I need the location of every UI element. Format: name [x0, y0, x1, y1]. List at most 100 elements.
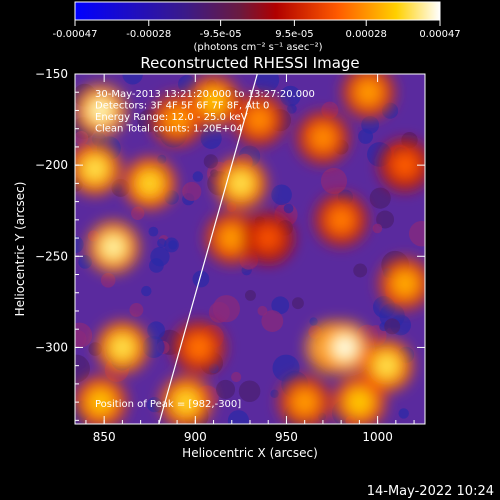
x-axis: 850 900 950 1000: [85, 74, 415, 444]
noise-blob: [257, 305, 268, 316]
info-annotations: 30-May-2013 13:21:20.000 to 13:27:20.000…: [95, 89, 315, 135]
noise-blob: [100, 273, 116, 288]
y-tick-label: −200: [35, 158, 68, 172]
noise-blob: [157, 238, 167, 248]
colorbar-gradient: [74, 1, 441, 21]
source-peak: [352, 395, 367, 410]
noise-blob: [353, 263, 368, 278]
noise-blob: [75, 130, 89, 145]
source-peak: [233, 176, 248, 191]
noise-blob: [192, 171, 204, 182]
source-peak: [224, 231, 239, 246]
noise-blob: [216, 379, 236, 399]
colorbar-units: (photons cm⁻² s⁻¹ asec⁻²): [193, 42, 322, 53]
source-peak: [170, 112, 185, 127]
colorbar-tick-label: -9.5e-05: [200, 29, 242, 40]
source-peak: [397, 158, 412, 173]
source-peak: [379, 358, 394, 373]
colorbar-tick-label: 9.5e-05: [275, 29, 313, 40]
noise-blob: [398, 408, 409, 419]
source-peak: [106, 240, 121, 255]
noise-blob: [270, 389, 279, 398]
colorbar-ticks: -0.00047 -0.00028 -9.5e-05 9.5e-05 0.00028 0.…: [53, 20, 461, 40]
noise-blob: [231, 371, 242, 383]
noise-blob: [271, 296, 290, 315]
noise-blob: [131, 206, 145, 221]
noise-blob: [192, 270, 210, 288]
noise-blob: [129, 302, 144, 317]
source-peak: [334, 212, 349, 227]
chart-title: Reconstructed RHESSI Image: [140, 54, 359, 72]
noise-blob: [283, 203, 294, 214]
annotation-line: Clean Total counts: 1.20E+04: [95, 124, 243, 135]
x-tick-label: 1000: [362, 430, 393, 444]
noise-blob: [212, 295, 240, 323]
source-peak: [179, 395, 194, 410]
x-axis-label: Heliocentric X (arcsec): [182, 446, 318, 460]
noise-blob: [272, 354, 300, 382]
noise-blob: [261, 310, 284, 332]
colorbar-tick-label: 0.00028: [346, 29, 387, 40]
source-peak: [93, 395, 108, 410]
noise-blob: [280, 85, 301, 107]
y-tick-label: −150: [35, 67, 68, 81]
y-axis: −150 −200 −250 −300: [35, 67, 425, 421]
noise-blob: [255, 74, 280, 92]
noise-blob: [291, 297, 304, 310]
peak-label: Position of Peak = [982,-300]: [95, 399, 241, 410]
noise-blob: [369, 187, 391, 209]
y-tick-label: −250: [35, 249, 68, 263]
noise-blob: [148, 226, 159, 237]
noise-blob: [147, 321, 166, 340]
noise-blob: [227, 410, 250, 424]
annotation-line: 30-May-2013 13:21:20.000 to 13:27:20.000: [95, 89, 315, 100]
colorbar: -0.00047 -0.00028 -9.5e-05 9.5e-05 0.00028 0.…: [53, 1, 461, 53]
source-peak: [397, 276, 412, 291]
noise-blob: [376, 210, 395, 229]
noise-blob: [384, 318, 401, 335]
noise-blob: [182, 181, 202, 202]
noise-blob: [203, 154, 218, 169]
colorbar-tick-label: -0.00028: [126, 29, 171, 40]
source-peak: [297, 395, 312, 410]
annotation-line: Detectors: 3F 4F 5F 6F 7F 8F, Att 0: [95, 101, 269, 112]
y-tick-label: −300: [35, 340, 68, 354]
source-peak: [191, 340, 206, 355]
source-peak: [261, 231, 276, 246]
noise-blob: [372, 223, 383, 234]
noise-blob: [271, 184, 292, 206]
noise-blob: [244, 289, 256, 301]
noise-blob: [164, 237, 179, 253]
y-axis-label: Heliocentric Y (arcsec): [13, 182, 27, 317]
plot-area: [75, 74, 425, 424]
noise-blob: [147, 397, 163, 413]
x-tick-label: 900: [184, 430, 207, 444]
source-peak: [252, 112, 267, 127]
noise-blob: [408, 220, 425, 247]
noise-blob: [75, 322, 93, 348]
solar-limb-line: [158, 74, 258, 424]
colorbar-tick-label: -0.00047: [53, 29, 98, 40]
emission-sources: [75, 74, 425, 424]
source-peak: [142, 176, 157, 191]
source-peak: [361, 85, 376, 100]
source-peak: [337, 340, 352, 355]
noise-blob: [150, 246, 170, 267]
colorbar-tick-label: 0.00047: [419, 29, 460, 40]
source-peak: [115, 340, 130, 355]
noise-blob: [286, 103, 297, 114]
footer-timestamp: 14-May-2022 10:24: [367, 484, 494, 499]
noise-blob: [238, 380, 261, 403]
noise-blob: [320, 167, 348, 194]
source-peak: [88, 161, 103, 176]
x-tick-label: 950: [275, 430, 298, 444]
noise-blob: [309, 317, 318, 326]
noise-blob: [358, 128, 374, 144]
source-peak: [93, 103, 108, 118]
x-tick-label: 850: [93, 430, 116, 444]
noise-blob: [141, 285, 152, 297]
noise-blob: [75, 235, 84, 254]
noise-blob: [142, 336, 165, 358]
noise-blob: [75, 354, 90, 383]
